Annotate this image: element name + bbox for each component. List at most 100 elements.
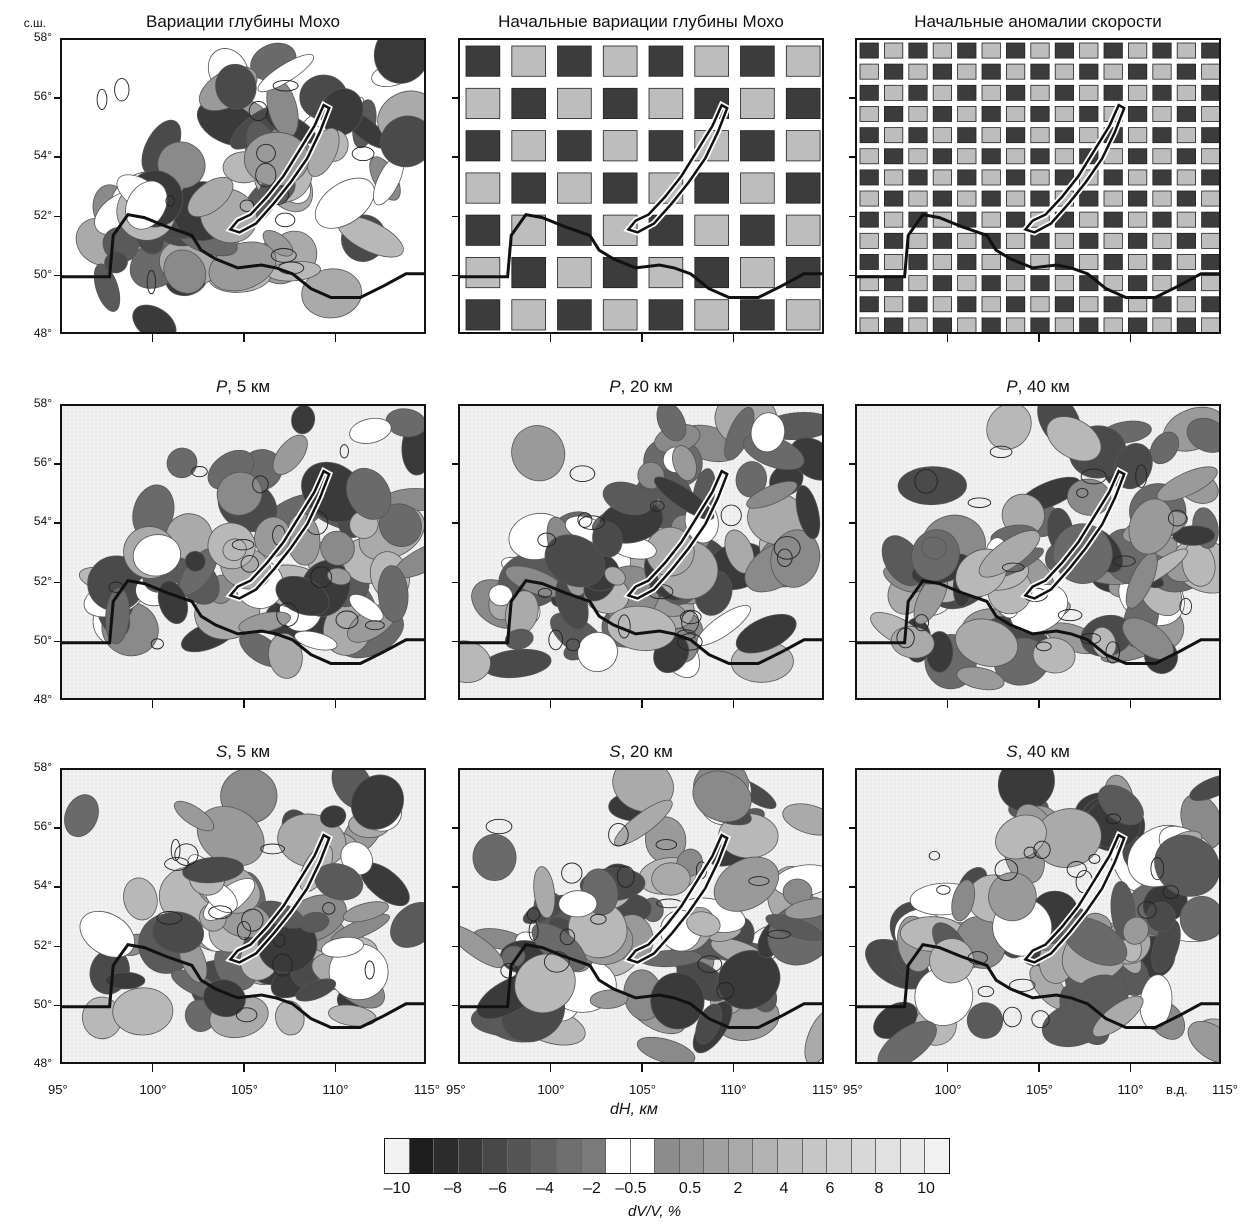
colorbar-tick-label: 10 [917,1180,935,1197]
checker-positive-cell [981,84,1001,101]
contour-line [156,911,183,925]
checker-negative-cell [1152,127,1172,144]
latitude-tick [452,156,458,158]
checker-positive-cell [908,190,928,207]
longitude-tick [243,1064,245,1072]
checker-positive-cell [1005,63,1026,80]
anomaly-region [1186,417,1219,453]
checker-negative-cell [511,87,546,119]
checker-positive-cell [883,296,904,313]
checker-negative-cell [740,130,775,162]
longitude-tick [243,700,245,708]
latitude-tick [849,522,855,524]
checker-positive-cell [694,45,730,77]
north-latitude-label: с.ш. [23,16,46,30]
map-panel-p-40km [855,404,1221,700]
anomaly-region [472,834,517,881]
anomaly-region [511,425,566,482]
anomaly-region [79,910,135,958]
checker-positive-cell [602,45,638,77]
checker-positive-cell [1079,127,1099,144]
latitude-tick [849,97,855,99]
colorbar-swatch [679,1139,705,1173]
latitude-label: 56° [33,455,52,470]
contour-line [335,610,359,629]
contour-line [322,902,336,915]
checker-negative-cell [465,45,501,77]
longitude-tick [151,700,153,708]
colorbar-swatch [556,1139,582,1173]
anomaly-region [988,872,1037,922]
checker-positive-cell [957,232,977,249]
checker-negative-cell [908,169,928,186]
longitude-label: 95° [48,1082,68,1097]
checker-positive-cell [1054,317,1074,332]
longitude-label: 100° [537,1082,565,1097]
depth: , 40 км [1017,377,1070,396]
checker-negative-cell [694,172,730,204]
contour-line [1002,1006,1022,1028]
checker-negative-cell [602,172,638,204]
anomaly-region [514,953,576,1014]
anomaly-region [1179,896,1219,942]
latitude-label: 50° [33,266,52,281]
contour-line [150,638,164,650]
checker-positive-cell [1176,253,1197,270]
colorbar-swatch [802,1139,828,1173]
anomaly-region [877,1020,937,1062]
checker-negative-cell [883,106,904,122]
map-panel-p-5km [60,404,426,700]
checker-negative-cell [785,87,821,119]
checker-positive-cell [1152,317,1172,332]
checker-negative-cell [1103,296,1123,313]
checker-negative-cell [981,148,1001,165]
checker-negative-cell [1201,84,1219,101]
map-canvas [460,406,822,683]
checker-negative-cell [932,275,952,292]
colorbar-swatch [827,1139,852,1173]
depth: , 20 км [620,377,673,396]
anomaly-region [350,774,404,830]
checker-positive-cell [981,169,1001,186]
anomaly-region [215,63,257,110]
latitude-label: 48° [33,692,52,706]
checker-negative-cell [1030,190,1050,207]
checker-negative-cell [602,87,638,119]
checker-positive-cell [465,256,501,289]
panel-title-9: S, 40 км [855,742,1221,762]
longitude-tick [641,334,643,342]
contour-line [276,602,299,627]
x-axis-caption: dH, км [610,1101,658,1118]
contour-line [543,951,570,973]
colorbar [384,1138,950,1174]
checker-positive-cell [883,211,904,228]
panel-title-5: P, 20 км [458,377,824,397]
anomaly-region [997,770,1055,812]
checker-positive-cell [981,253,1001,270]
checker-negative-cell [740,299,775,331]
longitude-tick [946,1064,948,1072]
checker-positive-cell [511,130,546,162]
panel-title-text: Вариации глубины Мохо [145,12,341,31]
panel-title-4: P, 5 км [60,377,426,397]
colorbar-tick-label: 6 [825,1180,835,1197]
checker-positive-cell [932,42,952,59]
checker-positive-cell [883,253,904,270]
contour-line [1009,978,1036,992]
longitude-label: 110° [720,1082,747,1097]
contour-line [676,633,703,651]
map-canvas [460,45,822,331]
latitude-tick [54,945,60,948]
checker-negative-cell [883,63,904,80]
checker-positive-cell [1005,275,1026,292]
checker-positive-cell [981,296,1001,313]
contour-line [485,818,513,835]
checker-positive-cell [1201,232,1219,249]
latitude-label: 56° [33,819,52,834]
longitude-tick [1129,334,1131,342]
anomaly-region [295,978,337,1002]
anomaly-region [651,862,691,896]
checker-negative-cell [1005,169,1026,186]
lake-baikal-outline [228,103,331,234]
checker-negative-cell [1127,317,1148,332]
